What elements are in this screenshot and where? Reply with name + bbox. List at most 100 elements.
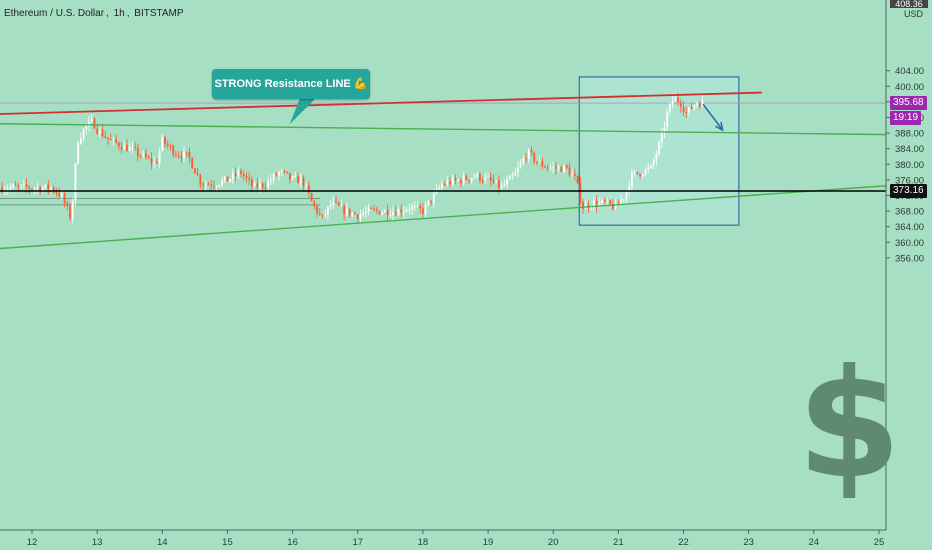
candle-body (294, 176, 297, 178)
candle-body (324, 214, 327, 216)
candle-body (533, 152, 536, 162)
candle-body (31, 188, 33, 190)
candle-body (39, 187, 42, 192)
candle-body (79, 138, 82, 144)
countdown-tag: 19:19 (890, 111, 922, 126)
candle-body (288, 173, 291, 180)
candle-body (166, 143, 169, 146)
candle-body (117, 142, 120, 147)
candle-body (14, 184, 17, 186)
upper-trend-line[interactable] (0, 123, 892, 136)
candle-body (22, 184, 25, 186)
candle-body (278, 171, 280, 176)
lower-trend-line[interactable] (0, 184, 893, 250)
candle-body (237, 170, 240, 176)
candle-body (193, 168, 196, 174)
candle-body (343, 205, 346, 215)
resistance-line[interactable] (0, 91, 762, 115)
candle-body (430, 200, 432, 203)
candle-body (427, 200, 430, 205)
candle-body (283, 170, 286, 172)
resistance-callout[interactable]: STRONG Resistance LINE 💪 (212, 69, 370, 99)
candle-body (297, 176, 299, 184)
candle-body (688, 107, 690, 113)
candle-body (432, 193, 435, 203)
candle-body (299, 177, 302, 184)
candle-body (601, 199, 603, 203)
candle-body (6, 189, 9, 191)
candle-body (392, 211, 394, 216)
candle-body (272, 174, 275, 181)
candle-body (373, 208, 375, 210)
price-axis-panel[interactable] (886, 0, 932, 550)
interval-label: 1h (113, 8, 125, 19)
candle-body (128, 147, 131, 151)
candle-body (682, 106, 685, 112)
x-tick-label: 23 (743, 537, 754, 548)
candle-body (400, 209, 403, 213)
candle-body (85, 126, 88, 130)
candle-body (620, 199, 622, 204)
chart-title: Ethereum / U.S. Dollar, 1h, BITSTAMP (4, 8, 184, 19)
candle-body (633, 171, 636, 173)
candle-body (576, 175, 579, 183)
candle-body (12, 184, 14, 188)
candle-body (77, 143, 80, 164)
candle-body (107, 137, 109, 140)
candle-body (196, 173, 199, 175)
candle-body (256, 183, 259, 188)
candle-body (112, 138, 115, 140)
candle-body (218, 185, 221, 187)
candle-body (248, 177, 251, 180)
candle-body (443, 184, 446, 186)
x-tick-label: 12 (27, 537, 38, 548)
x-tick-label: 20 (548, 537, 559, 548)
candle-body (473, 176, 476, 179)
candle-body (259, 183, 261, 188)
candle-body (313, 201, 316, 206)
candle-body (698, 103, 701, 107)
candle-body (381, 212, 384, 215)
candle-body (563, 165, 565, 173)
candle-body (568, 167, 571, 176)
candle-body (402, 211, 405, 213)
candle-body (17, 185, 20, 187)
candle-body (25, 184, 28, 188)
candle-body (590, 207, 593, 209)
candle-body (549, 167, 552, 169)
candle-body (150, 158, 153, 164)
candle-body (275, 174, 278, 176)
candle-body (685, 111, 688, 113)
candle-body (508, 176, 511, 180)
candle-body (321, 214, 324, 216)
candle-body (565, 165, 568, 168)
projection-arrow-shaft (702, 103, 724, 131)
candle-body (636, 171, 639, 174)
candle-body (487, 176, 489, 178)
candle-body (161, 137, 164, 151)
candle-body (242, 174, 245, 177)
candle-body (405, 209, 408, 212)
candle-body (606, 200, 609, 202)
candle-body (593, 200, 595, 208)
candle-body (50, 187, 52, 190)
candle-body (307, 185, 310, 194)
candle-body (631, 172, 633, 187)
candle-body (552, 167, 555, 169)
time-axis-panel[interactable] (0, 530, 886, 550)
candle-body (498, 180, 500, 189)
candle-body (202, 184, 204, 187)
candle-body (479, 173, 481, 181)
candle-body (669, 103, 671, 112)
x-tick-label: 19 (483, 537, 494, 548)
candle-body (641, 174, 644, 177)
candle-body (470, 178, 473, 181)
candle-body (253, 183, 256, 187)
candle-body (503, 184, 506, 186)
candle-body (215, 186, 218, 188)
candle-body (145, 153, 147, 158)
candle-body (335, 201, 337, 203)
last-price-tag: 395.68 (890, 96, 927, 111)
